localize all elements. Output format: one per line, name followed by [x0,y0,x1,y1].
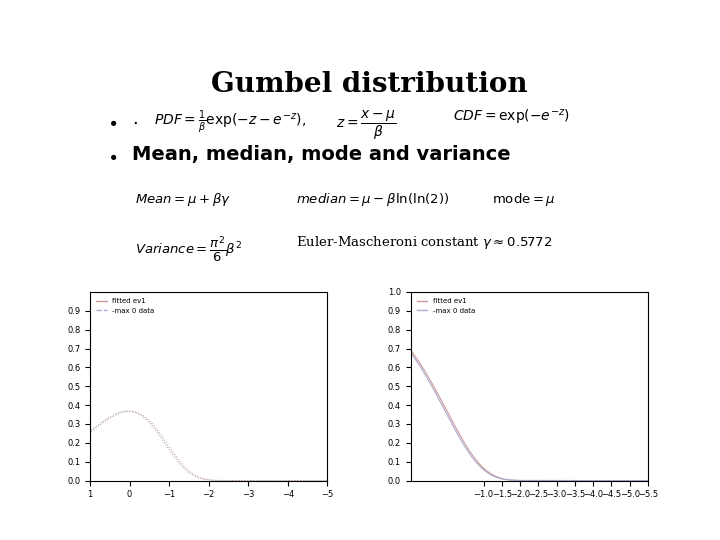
Text: $\bullet$: $\bullet$ [107,147,117,165]
Legend: fitted ev1, -max 0 data: fitted ev1, -max 0 data [414,295,478,316]
Text: $\cdot$: $\cdot$ [132,112,138,131]
Text: $\mathit{CDF}=\exp(-e^{-z})$: $\mathit{CDF}=\exp(-e^{-z})$ [453,108,570,127]
Text: $\mathit{Variance}=\dfrac{\pi^2}{6}\beta^2$: $\mathit{Variance}=\dfrac{\pi^2}{6}\beta… [135,234,242,264]
Text: $\mathrm{mode}{=}\mu$: $\mathrm{mode}{=}\mu$ [492,191,555,208]
Text: $z=\dfrac{x-\mu}{\beta}$: $z=\dfrac{x-\mu}{\beta}$ [336,108,396,141]
Text: $\mathit{Mean}=\mu+\beta\gamma$: $\mathit{Mean}=\mu+\beta\gamma$ [135,191,230,208]
Text: Euler-Mascheroni constant $\gamma\approx 0.5772$: Euler-Mascheroni constant $\gamma\approx… [297,234,553,251]
Legend: fitted ev1, -max 0 data: fitted ev1, -max 0 data [94,295,157,316]
Text: Mean, median, mode and variance: Mean, median, mode and variance [132,145,510,164]
Text: $\mathit{median}=\mu-\beta\ln(\ln(2))$: $\mathit{median}=\mu-\beta\ln(\ln(2))$ [297,191,449,208]
Text: Gumbel distribution: Gumbel distribution [211,71,527,98]
Text: $\mathit{PDF}=\frac{1}{\beta}\exp\!\left(-z-e^{-z}\right),$: $\mathit{PDF}=\frac{1}{\beta}\exp\!\left… [154,108,306,135]
Text: $\bullet$: $\bullet$ [107,112,117,131]
